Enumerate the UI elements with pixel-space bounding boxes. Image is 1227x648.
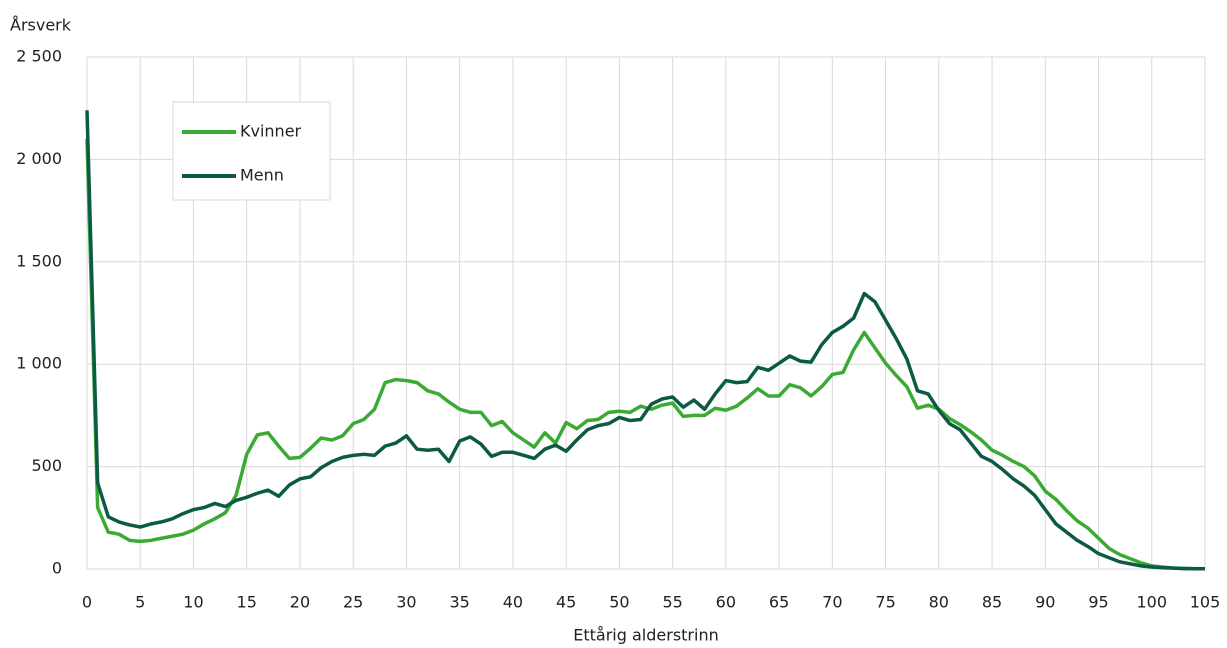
x-tick-label: 40 (503, 593, 523, 612)
x-tick-label: 50 (609, 593, 629, 612)
legend-label: Menn (240, 166, 284, 185)
x-tick-label: 85 (982, 593, 1002, 612)
y-tick-label: 2 500 (16, 47, 62, 66)
y-tick-label: 500 (31, 456, 62, 475)
y-tick-label: 1 500 (16, 251, 62, 270)
x-tick-label: 25 (343, 593, 363, 612)
x-tick-label: 5 (135, 593, 145, 612)
legend-label: Kvinner (240, 122, 302, 141)
x-tick-label: 60 (716, 593, 736, 612)
y-tick-label: 1 000 (16, 354, 62, 373)
series-line (85, 138, 1206, 571)
x-tick-label: 105 (1190, 593, 1221, 612)
x-tick-label: 15 (237, 593, 257, 612)
x-tick-label: 45 (556, 593, 576, 612)
y-tick-label: 0 (52, 559, 62, 578)
x-tick-label: 75 (875, 593, 895, 612)
y-axis-label: Årsverk (10, 16, 72, 35)
x-tick-label: 55 (662, 593, 682, 612)
x-axis-label: Ettårig alderstrinn (573, 626, 718, 645)
series-line (85, 110, 1205, 571)
x-tick-label: 0 (82, 593, 92, 612)
x-tick-label: 90 (1035, 593, 1055, 612)
x-tick-label: 20 (290, 593, 310, 612)
legend-box (172, 101, 331, 201)
x-tick-label: 10 (183, 593, 203, 612)
y-tick-label: 2 000 (16, 149, 62, 168)
x-tick-label: 95 (1088, 593, 1108, 612)
x-tick-label: 35 (449, 593, 469, 612)
x-tick-label: 30 (396, 593, 416, 612)
x-tick-label: 70 (822, 593, 842, 612)
x-tick-label: 65 (769, 593, 789, 612)
x-tick-label: 100 (1136, 593, 1167, 612)
x-tick-label: 80 (929, 593, 949, 612)
